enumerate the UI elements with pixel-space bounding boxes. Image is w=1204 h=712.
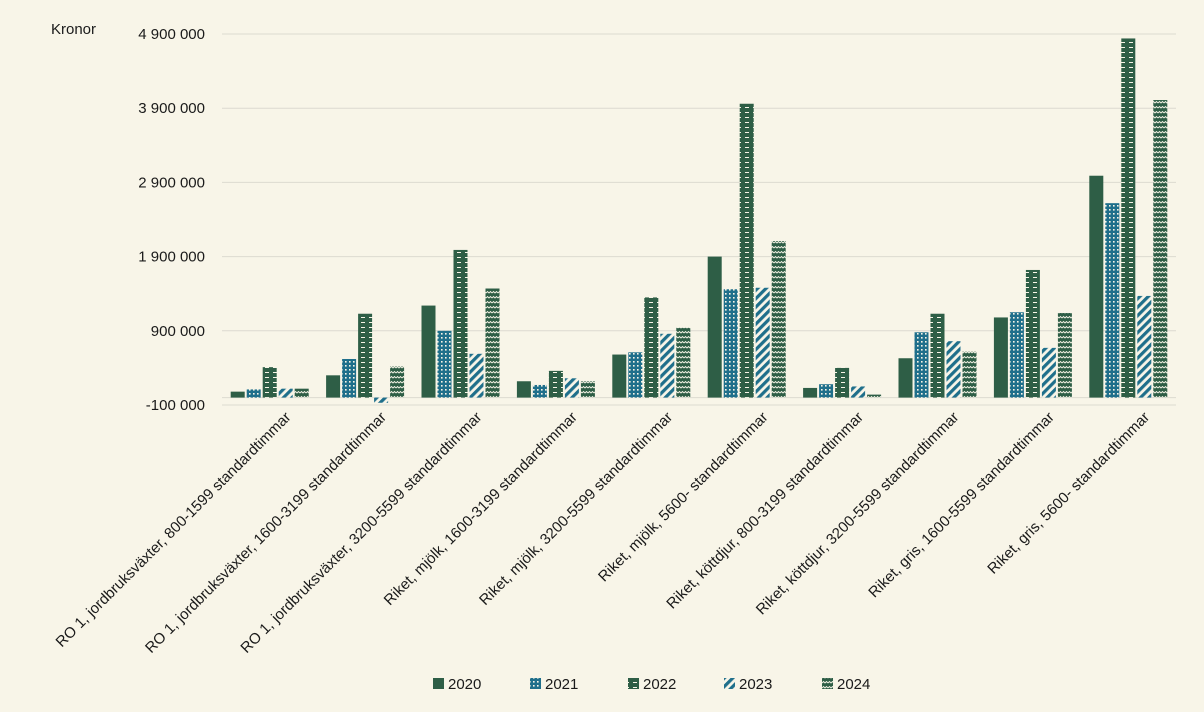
bar-2021 [628, 352, 643, 398]
bar-2021 [914, 332, 929, 398]
legend-swatch-2023 [724, 678, 735, 689]
bar-2021 [437, 330, 452, 398]
bar-2021 [723, 289, 738, 398]
legend-swatch-2022 [628, 678, 639, 689]
bar-2022 [453, 249, 468, 398]
legend-swatch-2024 [822, 678, 833, 689]
x-tick-label: Riket, mjölk, 3200-5599 standardtimmar [476, 409, 676, 609]
legend-label-2022: 2022 [643, 676, 676, 693]
legend-label-2020: 2020 [448, 676, 481, 693]
bar-2023 [946, 341, 961, 398]
y-tick-label: 3 900 000 [138, 100, 205, 117]
bar-2024 [294, 388, 309, 398]
bar-2024 [390, 366, 405, 398]
bar-2021 [246, 389, 261, 398]
bar-2022 [262, 367, 277, 398]
bar-2023 [278, 388, 293, 398]
bar-2022 [1025, 269, 1040, 398]
y-axis-label: Kronor [51, 21, 96, 38]
bar-2023 [660, 333, 675, 398]
bar-2022 [644, 297, 659, 398]
bar-2020 [993, 317, 1008, 398]
bar-2024 [580, 381, 595, 398]
x-tick-label: Riket, mjölk, 5600- standardtimmar [595, 409, 771, 585]
bar-2023 [1137, 295, 1152, 398]
bar-2022 [739, 103, 754, 398]
x-tick-label: Riket, köttdjur, 800-3199 standardtimmar [663, 409, 867, 613]
bar-2023 [469, 353, 484, 398]
y-tick-label: 900 000 [151, 323, 205, 340]
bar-2023 [374, 397, 389, 403]
x-tick-label: Riket, köttdjur, 3200-5599 standardtimma… [753, 409, 963, 619]
bar-2020 [516, 381, 531, 398]
bar-2023 [851, 386, 866, 398]
bar-2021 [342, 358, 357, 398]
bar-2020 [803, 387, 818, 398]
bar-2020 [707, 256, 722, 398]
bar-2020 [421, 305, 436, 398]
bar-2024 [485, 288, 500, 398]
bar-2021 [1105, 203, 1120, 398]
y-tick-label: 2 900 000 [138, 174, 205, 191]
bar-2020 [898, 358, 913, 398]
bar-2024 [1057, 312, 1072, 398]
legend: 2020 2021 2022 2023 2024 [433, 676, 870, 693]
legend-label-2021: 2021 [545, 676, 578, 693]
bar-2021 [819, 384, 834, 398]
bar-2022 [835, 367, 850, 398]
bar-2024 [771, 241, 786, 398]
bar-2023 [1041, 347, 1056, 398]
bar-2020 [612, 354, 627, 398]
bar-2024 [676, 327, 691, 398]
legend-swatch-2020 [433, 678, 444, 689]
bar-2024 [867, 394, 882, 398]
x-axis-labels: RO 1, jordbruksväxter, 800-1599 standard… [53, 409, 1154, 657]
bar-2022 [1121, 38, 1136, 398]
bar-2020 [230, 391, 245, 398]
bar-2021 [532, 384, 547, 398]
bar-2023 [755, 287, 770, 398]
x-tick-label: Riket, mjölk, 1600-3199 standardtimmar [381, 409, 581, 609]
legend-label-2024: 2024 [837, 676, 870, 693]
bar-2024 [1153, 100, 1168, 398]
bar-2020 [1089, 175, 1104, 398]
bar-2020 [326, 375, 341, 398]
bar-2023 [564, 378, 579, 398]
y-axis: -100 000 900 000 1 900 000 2 900 000 3 900 0… [138, 26, 205, 414]
y-tick-label: 1 900 000 [138, 249, 205, 266]
bar-2024 [962, 351, 977, 398]
legend-swatch-2021 [530, 678, 541, 689]
bar-2022 [930, 313, 945, 398]
legend-label-2023: 2023 [739, 676, 772, 693]
bar-2022 [548, 370, 563, 398]
x-tick-label: Riket, gris, 1600-5599 standardtimmar [865, 409, 1057, 601]
y-tick-label: -100 000 [146, 397, 205, 414]
bar-2021 [1009, 312, 1024, 398]
y-tick-label: 4 900 000 [138, 26, 205, 43]
x-tick-label: Riket, gris, 5600- standardtimmar [984, 409, 1153, 578]
bar-2022 [358, 313, 373, 398]
bars [230, 38, 1168, 403]
